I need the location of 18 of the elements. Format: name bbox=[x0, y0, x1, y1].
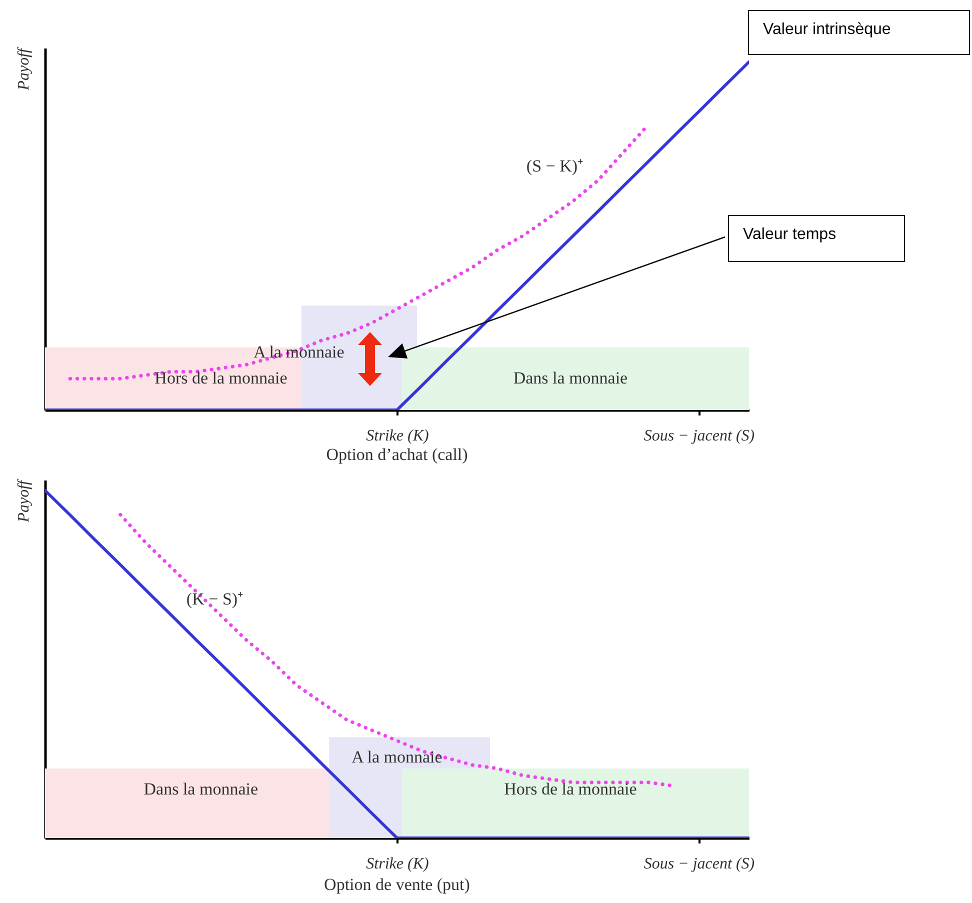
band-label: Hors de la monnaie bbox=[154, 368, 288, 388]
x-tick-label: Sous − jacent (S) bbox=[644, 428, 755, 444]
y-axis-title: Payoff bbox=[16, 478, 32, 524]
x-tick-label: Strike (K) bbox=[366, 428, 429, 444]
y-axis-title: Payoff bbox=[16, 46, 32, 92]
annotation: (S − K)⁺ bbox=[526, 156, 584, 176]
x-tick-label: Sous − jacent (S) bbox=[644, 856, 755, 872]
band-label: Dans la monnaie bbox=[513, 368, 628, 388]
annotation: (K − S)⁺ bbox=[186, 588, 244, 610]
band-label: Hors de la monnaie bbox=[504, 779, 637, 798]
band-label: A la monnaie bbox=[254, 342, 344, 362]
callout-box: Valeur temps bbox=[728, 215, 905, 262]
callout-box: Valeur intrinsèque bbox=[748, 10, 970, 55]
band-label: A la monnaie bbox=[352, 747, 442, 766]
x-tick-label: Strike (K) bbox=[366, 856, 429, 872]
text: Option d’achat (call) bbox=[326, 445, 468, 465]
band-label: Dans la monnaie bbox=[144, 779, 258, 798]
text: Option de vente (put) bbox=[324, 875, 470, 895]
